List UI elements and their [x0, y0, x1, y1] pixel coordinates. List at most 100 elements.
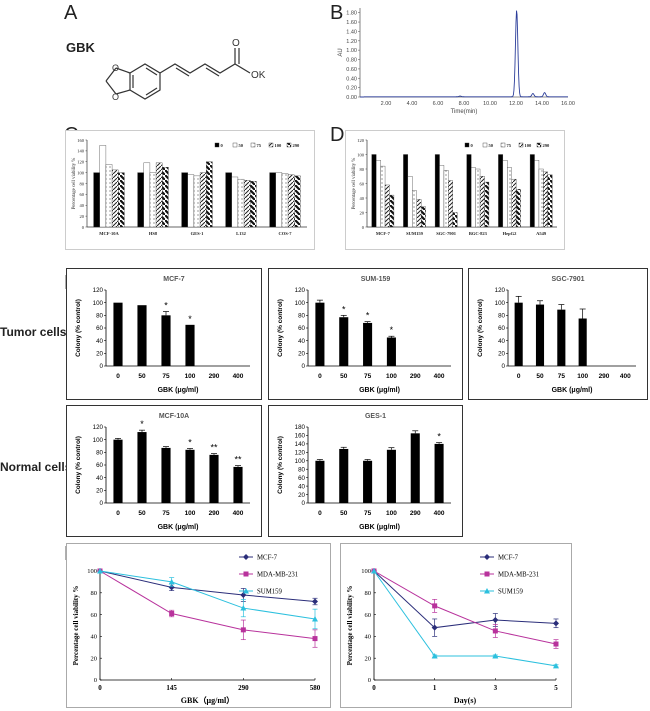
- data-point: [243, 554, 249, 560]
- bar: [363, 322, 373, 366]
- bar: [315, 460, 325, 503]
- x-tick-label: 14.00: [535, 101, 549, 107]
- x-tick-label: 50: [340, 510, 348, 517]
- bar: [287, 174, 295, 228]
- molecule-label: GBK: [66, 40, 96, 55]
- data-point: [168, 578, 175, 585]
- y-tick-label: 100: [93, 300, 104, 307]
- viability-line-chart-time: 0 20 40 60 80 100 0 1 3 5 Day(s) Percentage cell vi…: [340, 543, 572, 708]
- y-tick-label: 100: [77, 170, 85, 175]
- bar: [448, 180, 453, 228]
- x-tick-label: 12.00: [509, 101, 523, 107]
- legend-label: MDA-MB-231: [257, 572, 298, 579]
- data-point: [492, 628, 498, 634]
- y-tick-label: 0: [302, 363, 306, 370]
- data-point: [484, 571, 490, 577]
- bar: [113, 302, 123, 366]
- y-tick-label: 80: [96, 313, 103, 320]
- chart-title: MCF-7: [163, 276, 184, 283]
- y-axis-title: Colony (% control): [277, 299, 284, 357]
- x-tick-label: 50: [536, 373, 544, 380]
- bar: [231, 176, 239, 228]
- y-tick-label: 0: [368, 677, 371, 684]
- x-axis-title: GBK (μg/ml): [359, 524, 400, 531]
- legend-swatch: [482, 142, 488, 148]
- bar: [137, 305, 147, 366]
- data-point: [169, 611, 175, 617]
- molecule-structure: GBK O O O OK: [66, 38, 266, 102]
- x-tick-label: BGC-823: [469, 231, 488, 236]
- y-tick-label: 40: [96, 338, 103, 345]
- row-label-tumor: Tumor cells: [0, 325, 67, 339]
- y-axis-title: Percentage cell viability %: [346, 586, 354, 666]
- viability-line-chart-dose: 0 20 40 60 80 100 0 145 290 580 GBK（μg/ml） Percenta…: [66, 543, 331, 708]
- data-point: [432, 603, 438, 609]
- x-tick-label: 100: [577, 373, 588, 380]
- series-line: [373, 570, 557, 667]
- y-tick-label: 20: [498, 351, 505, 358]
- y-tick-label: 0.60: [346, 67, 357, 73]
- y-tick-label: 80: [498, 313, 505, 320]
- x-axis-title: GBK (μg/ml): [158, 387, 199, 394]
- x-tick-label: 100: [185, 373, 196, 380]
- bar: [511, 178, 517, 228]
- x-tick-label: 75: [364, 510, 372, 517]
- data-point: [484, 588, 490, 594]
- legend-swatch: [268, 142, 274, 148]
- y-tick-label: 120: [495, 287, 506, 294]
- bar: [187, 174, 195, 228]
- y-tick-label: 20: [365, 655, 372, 662]
- significance-star: *: [342, 304, 346, 314]
- x-tick-label: 400: [434, 510, 445, 517]
- bar: [386, 449, 396, 503]
- y-tick-label: 80: [298, 313, 305, 320]
- x-tick-label: 400: [233, 510, 244, 517]
- significance-star: *: [140, 419, 144, 429]
- bar: [185, 449, 195, 503]
- bar: [557, 309, 566, 366]
- y-axis-title: Colony (% control): [75, 436, 82, 494]
- x-tick-label: 50: [138, 510, 146, 517]
- x-tick-label: 0: [318, 510, 322, 517]
- legend-label: 290: [293, 143, 301, 148]
- data-point: [492, 653, 499, 659]
- y-tick-label: 40: [96, 475, 103, 482]
- x-tick-label: 6.00: [433, 101, 444, 107]
- x-axis-title: Day(s): [454, 696, 477, 705]
- x-tick-label: 75: [558, 373, 566, 380]
- y-tick-label: 100: [295, 300, 306, 307]
- bar: [99, 145, 107, 228]
- bar: [529, 154, 535, 228]
- svg-text:O: O: [112, 63, 119, 73]
- svg-text:O: O: [112, 92, 119, 102]
- x-tick-label: 400: [233, 373, 244, 380]
- svg-text:OK: OK: [251, 70, 266, 81]
- bar: [502, 160, 508, 228]
- x-tick-label: 75: [364, 373, 372, 380]
- bar: [111, 169, 119, 228]
- y-tick-label: 160: [77, 138, 85, 143]
- x-tick-label: 0: [517, 373, 521, 380]
- x-axis-title: GBK (μg/ml): [359, 387, 400, 394]
- panel-label-a: A: [64, 2, 78, 24]
- panel-label-d: D: [330, 124, 345, 146]
- bar: [471, 167, 476, 228]
- x-tick-label: HS8: [149, 231, 158, 236]
- bar: [498, 154, 504, 228]
- bar: [206, 161, 213, 228]
- legend-label: 75: [257, 143, 262, 148]
- chart-title: GES-1: [365, 413, 386, 420]
- chart-title: SUM-159: [361, 276, 391, 283]
- y-tick-label: 20: [298, 351, 305, 358]
- y-tick-label: 120: [93, 424, 104, 431]
- y-tick-label: 0.20: [346, 86, 357, 92]
- bar: [281, 173, 289, 228]
- bar: [193, 175, 201, 228]
- bar: [507, 167, 512, 228]
- y-tick-label: 100: [361, 568, 371, 575]
- x-tick-label: L132: [236, 231, 247, 236]
- x-tick-label: 50: [340, 373, 348, 380]
- y-tick-label: 100: [495, 300, 506, 307]
- x-tick-label: 10.00: [483, 101, 497, 107]
- bar: [538, 168, 544, 228]
